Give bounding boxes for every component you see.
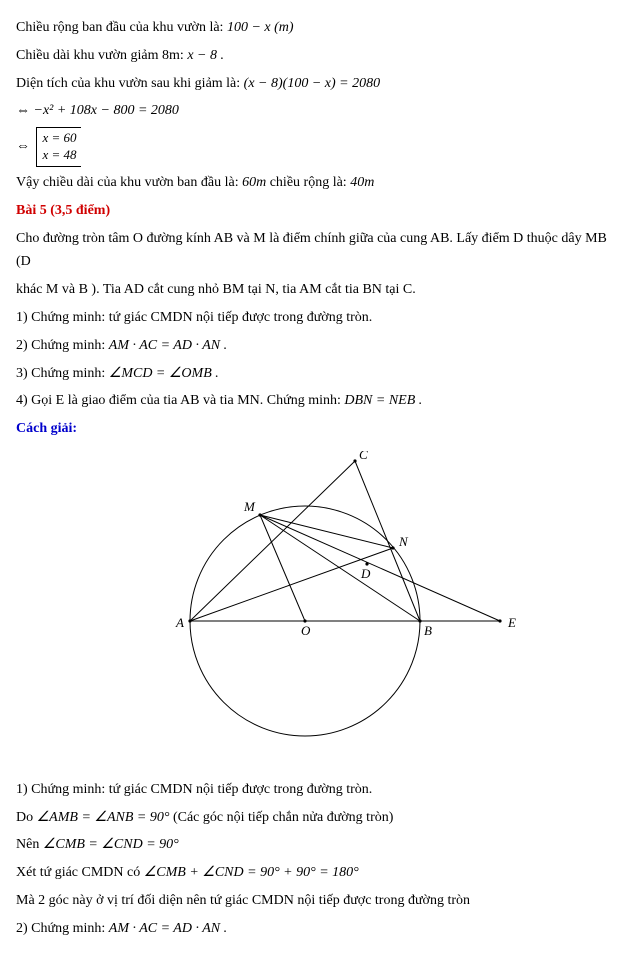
sol-1: 1) Chứng minh: tứ giác CMDN nội tiếp đượ… xyxy=(16,778,624,802)
heading-bai5: Bài 5 (3,5 điểm) xyxy=(16,199,624,223)
sol-5: Mà 2 góc này ở vị trí đối diện nên tứ gi… xyxy=(16,889,624,913)
problem-1a: Cho đường tròn tâm O đường kính AB và M … xyxy=(16,227,624,275)
text: Nên xyxy=(16,837,43,852)
text: Do xyxy=(16,810,37,825)
item-3: 3) Chứng minh: ∠MCD = ∠OMB . xyxy=(16,362,624,386)
expr: (x − 8)(100 − x) = 2080 xyxy=(244,76,380,91)
v2: 40m xyxy=(350,175,374,190)
diagram-svg: A B O M N D C E xyxy=(105,451,535,751)
svg-text:E: E xyxy=(507,615,516,630)
expr: AM · AC = AD · AN . xyxy=(109,921,227,936)
heading-solution: Cách giải: xyxy=(16,417,624,441)
item-2: 2) Chứng minh: AM · AC = AD · AN . xyxy=(16,334,624,358)
sol-6: 2) Chứng minh: AM · AC = AD · AN . xyxy=(16,917,624,941)
sol-4: Xét tứ giác CMDN có ∠CMB + ∠CND = 90° + … xyxy=(16,861,624,885)
line-cases: ⇔ x = 60 x = 48 xyxy=(16,127,624,167)
expr: AM · AC = AD · AN . xyxy=(109,338,227,353)
line-eq: ⇔ −x² + 108x − 800 = 2080 xyxy=(16,99,624,123)
text: Xét tứ giác CMDN có xyxy=(16,865,144,880)
svg-text:N: N xyxy=(398,534,409,549)
iff: ⇔ xyxy=(16,137,30,153)
expr: x − 8 . xyxy=(187,48,224,63)
text: 2) Chứng minh: xyxy=(16,338,109,353)
svg-text:M: M xyxy=(243,499,256,514)
svg-text:A: A xyxy=(175,615,184,630)
expr: ∠MCD = ∠OMB . xyxy=(109,366,219,381)
text: 4) Gọi E là giao điểm của tia AB và tia … xyxy=(16,393,344,408)
text: Vậy chiều dài của khu vườn ban đầu là: xyxy=(16,175,242,190)
text: Chiều dài khu vườn giảm 8m: xyxy=(16,48,187,63)
item-4: 4) Gọi E là giao điểm của tia AB và tia … xyxy=(16,389,624,413)
case2: x = 48 xyxy=(43,147,77,164)
text: Diện tích của khu vườn sau khi giảm là: xyxy=(16,76,244,91)
sol-3: Nên ∠CMB = ∠CND = 90° xyxy=(16,833,624,857)
line-conclusion: Vậy chiều dài của khu vườn ban đầu là: 6… xyxy=(16,171,624,195)
case1: x = 60 xyxy=(43,130,77,147)
svg-text:B: B xyxy=(424,623,432,638)
svg-text:C: C xyxy=(359,451,368,462)
item-1: 1) Chứng minh: tứ giác CMDN nội tiếp đượ… xyxy=(16,306,624,330)
expr: DBN = NEB . xyxy=(344,393,422,408)
text2: chiều rộng là: xyxy=(270,175,350,190)
svg-text:D: D xyxy=(360,566,371,581)
svg-text:O: O xyxy=(301,623,311,638)
expr: 100 − x (m) xyxy=(227,20,294,35)
text2: (Các góc nội tiếp chắn nửa đường tròn) xyxy=(173,810,393,825)
sol-2: Do ∠AMB = ∠ANB = 90° (Các góc nội tiếp c… xyxy=(16,806,624,830)
line-area: Diện tích của khu vườn sau khi giảm là: … xyxy=(16,72,624,96)
problem-1b: khác M và B ). Tia AD cắt cung nhỏ BM tạ… xyxy=(16,278,624,302)
line-width: Chiều rộng ban đầu của khu vườn là: 100 … xyxy=(16,16,624,40)
v1: 60m xyxy=(242,175,266,190)
bracket: x = 60 x = 48 xyxy=(36,127,81,167)
text: Chiều rộng ban đầu của khu vườn là: xyxy=(16,20,227,35)
text: 3) Chứng minh: xyxy=(16,366,109,381)
expr: ∠CMB + ∠CND = 90° + 90° = 180° xyxy=(144,865,359,880)
line-length: Chiều dài khu vườn giảm 8m: x − 8 . xyxy=(16,44,624,68)
expr: ∠AMB = ∠ANB = 90° xyxy=(37,810,170,825)
expr: ∠CMB = ∠CND = 90° xyxy=(43,837,179,852)
text: 2) Chứng minh: xyxy=(16,921,109,936)
geometry-diagram: A B O M N D C E xyxy=(16,451,624,760)
